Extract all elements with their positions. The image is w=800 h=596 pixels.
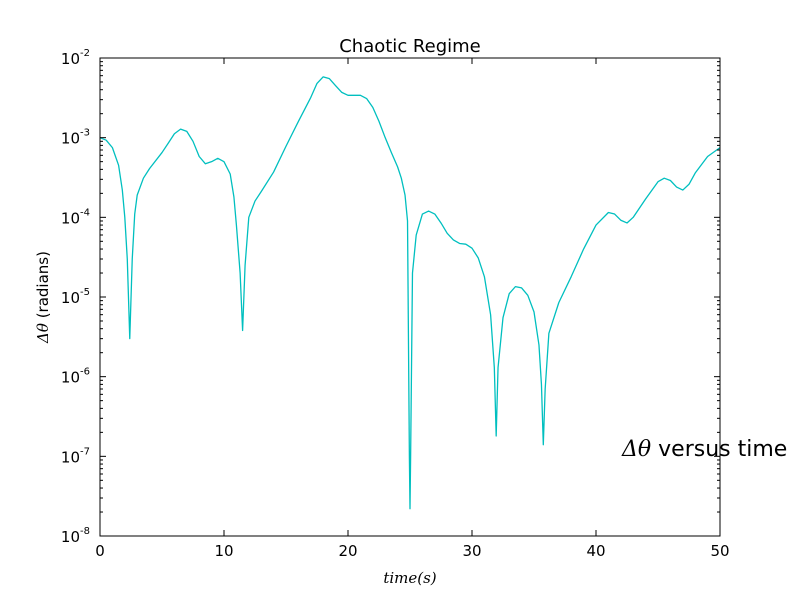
y-axis-label-symbol: Δθ: [34, 323, 52, 344]
x-axis-label: time(s): [383, 569, 436, 587]
y-tick-exponent: -5: [80, 287, 90, 298]
y-tick-exponent: -7: [80, 446, 90, 457]
y-tick-exponent: -6: [80, 367, 90, 378]
y-tick-base: 10: [61, 528, 80, 546]
x-tick-label: 20: [338, 542, 357, 560]
y-tick-exponent: -3: [80, 128, 90, 139]
y-tick-exponent: -2: [80, 48, 90, 59]
series-line-1: [99, 76, 721, 510]
y-tick-base: 10: [61, 50, 80, 68]
y-tick-label: 10-8: [61, 526, 90, 546]
y-axis-label: Δθ (radians): [34, 251, 52, 344]
x-tick-label: 10: [214, 542, 233, 560]
y-tick-base: 10: [61, 130, 80, 148]
y-tick-base: 10: [61, 369, 80, 387]
y-tick-exponent: -8: [80, 526, 90, 537]
y-tick-label: 10-4: [61, 207, 90, 227]
x-tick-label: 30: [462, 542, 481, 560]
y-tick-base: 10: [61, 448, 80, 466]
x-axis: 0 10 20 30 40 50: [95, 58, 730, 560]
plot-area: [99, 76, 721, 510]
annotation-text: versus time: [658, 437, 787, 462]
x-tick-label: 50: [710, 542, 729, 560]
y-tick-label: 10-6: [61, 367, 90, 387]
y-axis: 10-810-710-610-510-410-310-2: [61, 48, 720, 546]
chart-title: Chaotic Regime: [339, 36, 481, 57]
y-tick-label: 10-7: [61, 446, 90, 466]
annotation: Δθ versus time: [621, 437, 787, 462]
y-tick-exponent: -4: [80, 207, 90, 218]
y-tick-label: 10-5: [61, 287, 90, 307]
y-tick-label: 10-2: [61, 48, 90, 68]
y-tick-base: 10: [61, 289, 80, 307]
x-tick-label: 0: [95, 542, 105, 560]
y-tick-label: 10-3: [61, 128, 90, 148]
y-axis-label-unit: (radians): [34, 251, 52, 318]
y-tick-base: 10: [61, 209, 80, 227]
annotation-symbol: Δθ: [621, 437, 651, 462]
x-tick-label: 40: [586, 542, 605, 560]
